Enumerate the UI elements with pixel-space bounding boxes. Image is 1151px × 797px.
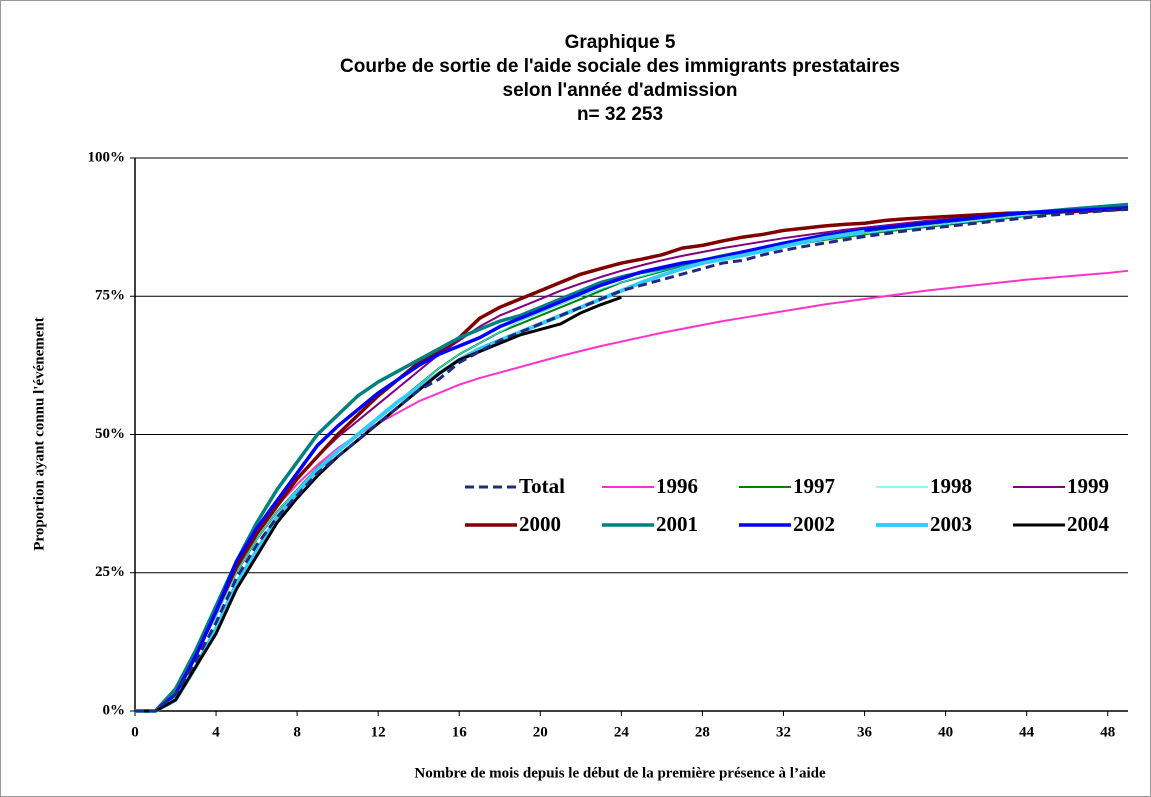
x-tick-label: 36 [857,724,873,740]
chart-title: n= 32 253 [577,104,663,125]
y-tick-label: 0% [103,702,126,718]
x-tick-label: 20 [533,724,548,740]
legend-label: 1998 [930,474,972,498]
x-tick-label: 16 [452,724,468,740]
series-line [135,207,1129,713]
y-tick-label: 100% [88,149,126,165]
x-tick-label: 48 [1100,724,1115,740]
chart-title: Graphique 5 [565,32,676,53]
x-tick-label: 12 [371,724,386,740]
y-tick-label: 50% [95,426,125,442]
legend-label: 1997 [793,474,835,498]
legend-label: 1999 [1067,474,1109,498]
legend-label: 2004 [1067,512,1110,536]
x-tick-label: 32 [776,724,791,740]
series-line [135,206,1129,713]
x-tick-label: 24 [614,724,630,740]
x-tick-label: 0 [131,724,139,740]
y-tick-label: 25% [95,564,125,580]
chart-title: Courbe de sortie de l'aide sociale des i… [340,56,900,77]
x-tick-label: 40 [938,724,953,740]
legend-label: 2002 [793,512,835,536]
legend-label: 1996 [656,474,698,498]
y-axis-label: Proportion ayant connu l'événement [31,317,47,550]
series-line [135,295,622,713]
x-tick-label: 8 [293,724,301,740]
legend-label: 2001 [656,512,698,536]
legend-label: 2003 [930,512,972,536]
legend-label: Total [519,474,565,498]
x-tick-label: 4 [212,724,220,740]
x-tick-label: 44 [1019,724,1035,740]
x-axis-label: Nombre de mois depuis le début de la pre… [414,765,826,781]
legend-label: 2000 [519,512,561,536]
series-line [135,207,1129,713]
x-tick-label: 28 [695,724,710,740]
series-line [135,269,1129,712]
chart-title: selon l'année d'admission [503,80,738,101]
y-tick-label: 75% [95,288,125,304]
